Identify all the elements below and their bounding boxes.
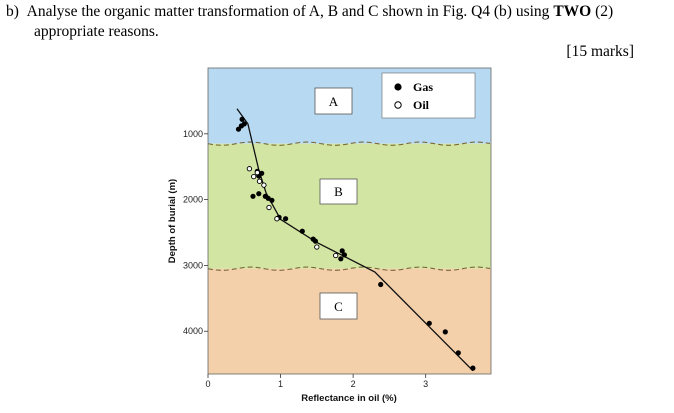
question-text-line2: appropriate reasons. [34,23,159,40]
y-tick-label-1000: 1000 [183,129,203,139]
zone-label-c: C [334,299,343,314]
data-point-gas-8 [250,193,256,199]
y-axis-label: Depth of burial (m) [167,179,178,263]
legend: Gas Oil [381,72,476,119]
data-point-gas-20 [338,256,344,262]
data-point-gas-15 [299,228,305,234]
zone-band-c [208,268,491,374]
data-point-gas-4 [235,126,242,132]
data-point-oil-3 [251,173,257,180]
x-tick-label-1: 1 [278,379,283,389]
data-point-oil-1 [246,166,253,172]
data-point-gas-24 [455,350,461,356]
zone-label-c-box: C [319,292,358,320]
data-point-gas-1 [239,116,245,122]
question-text-a: Analyse the organic matter transformatio… [26,3,554,20]
x-axis-ticks: 0 1 2 3 [205,374,428,389]
data-point-oil-6 [266,204,272,211]
points-layer [235,116,476,371]
zone-label-b-box: B [319,178,358,205]
data-point-gas-23 [442,329,448,335]
y-axis-ticks: 1000 2000 3000 4000 [183,129,208,336]
x-tick-label-0: 0 [205,379,210,389]
question-emphasis: TWO [553,3,592,20]
y-tick-label-3000: 3000 [183,260,203,270]
zone-boundary-1 [207,141,491,146]
x-tick-label-2: 2 [351,379,356,389]
data-point-oil-7 [274,216,280,222]
data-point-gas-21 [378,281,384,288]
question-prefix: b) [6,3,19,20]
zone-label-a-box: A [314,87,353,115]
data-point-gas-18 [339,248,345,254]
question-text-line1: b) Analyse the organic matter transforma… [6,3,613,21]
legend-oil-label: Oil [413,98,430,112]
trend-line [236,108,474,372]
trend-layer [236,108,474,372]
data-point-gas-19 [341,252,347,258]
data-point-gas-12 [269,197,275,203]
question-marks: [15 marks] [566,43,634,60]
data-point-oil-5 [261,182,267,188]
data-point-oil-8 [314,244,320,250]
data-point-gas-17 [312,238,318,244]
data-point-oil-2 [254,169,260,176]
x-tick-label-3: 3 [423,379,428,389]
data-point-oil-9 [333,252,339,259]
data-point-oil-4 [256,178,263,184]
plot-frame [207,67,492,375]
data-point-gas-22 [426,320,432,326]
zone-boundary-2 [207,266,491,271]
y-tick-label-4000: 4000 [183,326,203,336]
y-tick-label-2000: 2000 [183,195,203,205]
data-point-gas-14 [283,216,289,222]
x-axis-label: Reflectance in oil (%) [301,393,397,404]
zone-band-b [208,143,491,269]
legend-oil-marker [394,101,402,109]
data-point-gas-9 [256,191,262,197]
data-point-gas-25 [470,365,476,371]
legend-gas-marker [394,83,402,91]
legend-gas-label: Gas [413,80,433,94]
zone-label-b: B [334,184,343,199]
question-text-b: (2) [591,3,614,20]
zone-label-a: A [329,94,339,109]
